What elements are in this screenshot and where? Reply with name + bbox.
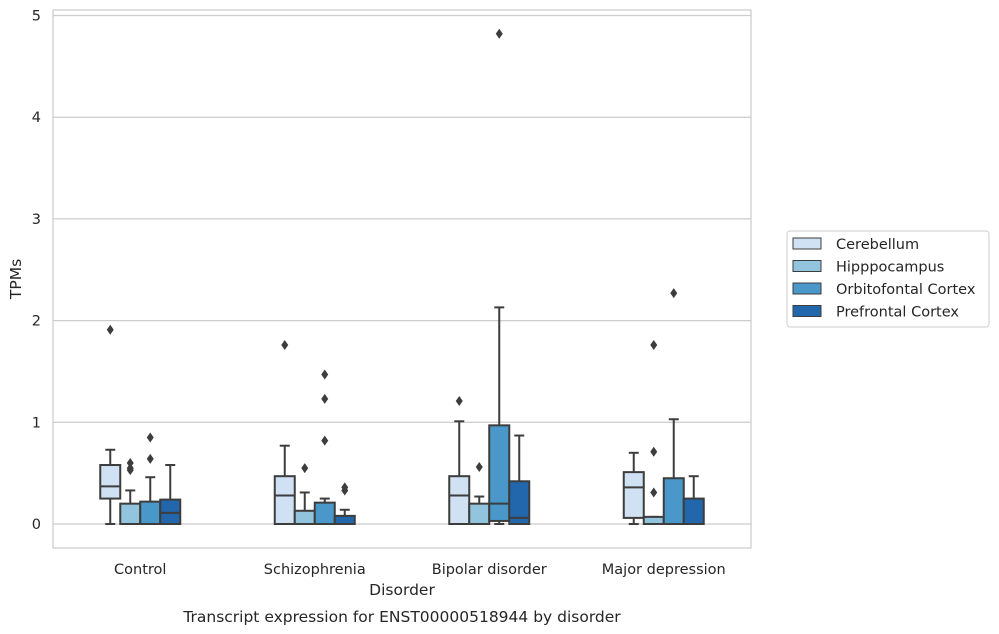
box-hipppocampus bbox=[468, 462, 491, 526]
outlier-point bbox=[106, 324, 114, 335]
outlier-point bbox=[126, 457, 134, 468]
legend-swatch bbox=[792, 282, 822, 295]
iqr-box bbox=[333, 514, 356, 526]
box-cerebellum bbox=[273, 340, 296, 525]
outlier-point bbox=[281, 340, 289, 351]
box-hipppocampus bbox=[293, 463, 316, 525]
legend-label: Cerebellum bbox=[836, 237, 919, 253]
y-tick-label: 0 bbox=[32, 517, 41, 533]
iqr-box bbox=[119, 502, 142, 526]
y-tick-label: 5 bbox=[32, 9, 41, 25]
iqr-box bbox=[159, 498, 182, 526]
box-prefrontal-cortex bbox=[682, 475, 705, 526]
iqr-box bbox=[448, 475, 471, 525]
x-tick-label: Schizophrenia bbox=[264, 562, 366, 578]
legend-swatch bbox=[792, 237, 822, 250]
iqr-box bbox=[642, 515, 665, 525]
outlier-point bbox=[321, 393, 329, 404]
box-cerebellum bbox=[99, 324, 122, 525]
y-tick-labels: 0 1 2 3 4 5 bbox=[32, 9, 41, 534]
iqr-box bbox=[488, 424, 511, 522]
outlier-point bbox=[301, 463, 309, 474]
y-tick-label: 1 bbox=[32, 415, 41, 431]
box-prefrontal-cortex bbox=[333, 482, 356, 526]
box-hipppocampus bbox=[642, 340, 665, 525]
x-axis-label: Disorder bbox=[369, 581, 435, 599]
legend-frame bbox=[786, 230, 990, 328]
iqr-box bbox=[293, 509, 316, 525]
chart-title: Transcript expression for ENST0000051894… bbox=[182, 608, 621, 626]
outlier-point bbox=[126, 463, 134, 474]
box-cerebellum bbox=[448, 395, 471, 525]
x-tick-label: Bipolar disorder bbox=[432, 562, 547, 578]
y-tick-label: 2 bbox=[32, 314, 41, 330]
outlier-point bbox=[455, 395, 463, 406]
iqr-box bbox=[682, 497, 705, 526]
box-prefrontal-cortex bbox=[159, 464, 182, 526]
box-prefrontal-cortex bbox=[508, 434, 531, 526]
y-tick-label: 4 bbox=[32, 110, 41, 126]
box-series bbox=[99, 28, 705, 526]
plot-area bbox=[52, 9, 752, 549]
iqr-box bbox=[622, 471, 645, 519]
outlier-point bbox=[650, 446, 658, 457]
outlier-point bbox=[650, 487, 658, 498]
outlier-point bbox=[475, 462, 483, 473]
y-tick-label: 3 bbox=[32, 212, 41, 228]
box-orbitofontal-cortex bbox=[662, 288, 685, 525]
iqr-box bbox=[313, 501, 336, 526]
legend: Cerebellum Hipppocampus Orbitofontal Corte… bbox=[786, 230, 990, 328]
outlier-point bbox=[495, 28, 503, 39]
outlier-point bbox=[321, 435, 329, 446]
x-tick-label: Control bbox=[114, 562, 166, 578]
box-cerebellum bbox=[622, 451, 645, 525]
legend-label: Prefrontal Cortex bbox=[836, 305, 959, 321]
outlier-point bbox=[146, 453, 154, 464]
iqr-box bbox=[99, 464, 122, 500]
x-tick-labels: Control Schizophrenia Bipolar disorder Majo… bbox=[114, 562, 726, 578]
box-hipppocampus bbox=[119, 457, 142, 526]
outlier-point bbox=[670, 288, 678, 299]
iqr-box bbox=[468, 502, 491, 526]
box-orbitofontal-cortex bbox=[313, 369, 336, 526]
iqr-box bbox=[139, 500, 162, 526]
outlier-point bbox=[341, 482, 349, 493]
legend-swatch bbox=[792, 260, 822, 272]
legend-swatch bbox=[792, 305, 822, 317]
outlier-point bbox=[321, 369, 329, 380]
box-orbitofontal-cortex bbox=[488, 28, 511, 525]
x-tick-label: Major depression bbox=[602, 562, 726, 578]
iqr-box bbox=[273, 475, 296, 525]
iqr-box bbox=[662, 477, 685, 525]
outlier-point bbox=[650, 340, 658, 351]
box-orbitofontal-cortex bbox=[139, 432, 162, 526]
legend-label: Hipppocampus bbox=[836, 260, 944, 276]
y-axis-label: TPMs bbox=[7, 259, 25, 300]
iqr-box bbox=[508, 480, 531, 526]
outlier-point bbox=[146, 432, 154, 443]
legend-label: Orbitofontal Cortex bbox=[836, 282, 976, 298]
